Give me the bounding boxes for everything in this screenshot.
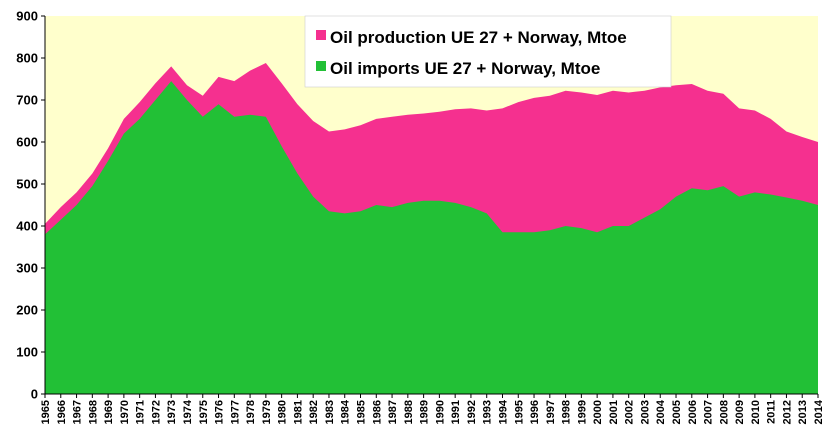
y-tick-label: 800 xyxy=(16,51,38,66)
x-tick-label: 1974 xyxy=(182,399,194,424)
legend-box xyxy=(304,15,672,88)
x-tick-label: 1966 xyxy=(56,400,68,424)
y-tick-label: 300 xyxy=(16,261,38,276)
x-tick-label: 1969 xyxy=(103,400,115,424)
y-tick-label: 900 xyxy=(16,9,38,24)
x-tick-label: 2006 xyxy=(687,400,699,424)
x-tick-label: 2004 xyxy=(655,399,667,424)
x-tick-label: 2001 xyxy=(608,400,620,424)
x-tick-label: 1984 xyxy=(340,399,352,424)
series-areas xyxy=(45,63,818,394)
area-series-imports xyxy=(45,81,818,394)
x-tick-label: 2000 xyxy=(592,400,604,424)
x-tick-label: 1985 xyxy=(356,400,368,424)
legend-label-imports: Oil imports UE 27 + Norway, Mtoe xyxy=(330,59,600,78)
x-tick-label: 1971 xyxy=(135,400,147,424)
x-tick-label: 2003 xyxy=(639,400,651,424)
x-axis-ticks: 1965 1966 1967 1968 1969 1970 1971 1972 1973 1974… xyxy=(40,394,824,424)
legend-swatch-production xyxy=(316,30,326,40)
legend-label-production: Oil production UE 27 + Norway, Mtoe xyxy=(330,28,627,47)
x-tick-label: 1991 xyxy=(450,400,462,424)
y-tick-label: 100 xyxy=(16,345,38,360)
y-tick-label: 600 xyxy=(16,135,38,150)
x-tick-label: 1989 xyxy=(419,400,431,424)
x-tick-label: 2005 xyxy=(671,400,683,424)
x-tick-label: 1973 xyxy=(166,400,178,424)
x-tick-label: 2012 xyxy=(781,400,793,424)
y-tick-label: 0 xyxy=(31,387,38,402)
y-tick-label: 200 xyxy=(16,303,38,318)
x-tick-label: 1992 xyxy=(466,400,478,424)
y-tick-label: 400 xyxy=(16,219,38,234)
x-tick-label: 1970 xyxy=(119,400,131,424)
y-axis-ticks: 0 100 200 300 400 500 600 700 800 900 xyxy=(16,9,45,402)
x-tick-label: 1967 xyxy=(72,400,84,424)
x-tick-label: 1995 xyxy=(513,400,525,424)
x-tick-label: 1975 xyxy=(198,400,210,424)
y-tick-label: 500 xyxy=(16,177,38,192)
x-tick-label: 1996 xyxy=(529,400,541,424)
x-tick-label: 1987 xyxy=(387,400,399,424)
x-tick-label: 1978 xyxy=(245,400,257,424)
x-tick-label: 1981 xyxy=(292,400,304,424)
x-tick-label: 2002 xyxy=(624,400,636,424)
legend: Oil production UE 27 + Norway, Mtoe Oil … xyxy=(304,15,672,88)
x-tick-label: 1993 xyxy=(482,400,494,424)
x-tick-label: 2008 xyxy=(718,400,730,424)
x-tick-label: 1997 xyxy=(545,400,557,424)
x-tick-label: 1983 xyxy=(324,400,336,424)
x-tick-label: 1982 xyxy=(308,400,320,424)
x-tick-label: 1977 xyxy=(229,400,241,424)
x-tick-label: 1999 xyxy=(576,400,588,424)
x-tick-label: 2011 xyxy=(766,400,778,424)
x-tick-label: 2014 xyxy=(813,399,824,424)
x-tick-label: 1972 xyxy=(150,400,162,424)
x-tick-label: 1965 xyxy=(40,400,52,424)
x-tick-label: 1980 xyxy=(277,400,289,424)
x-tick-label: 1988 xyxy=(403,400,415,424)
x-tick-label: 1990 xyxy=(434,400,446,424)
x-tick-label: 2010 xyxy=(750,400,762,424)
x-tick-label: 2009 xyxy=(734,400,746,424)
x-tick-label: 2013 xyxy=(797,400,809,424)
y-tick-label: 700 xyxy=(16,93,38,108)
x-tick-label: 1998 xyxy=(561,400,573,424)
x-tick-label: 1968 xyxy=(87,400,99,424)
x-tick-label: 2007 xyxy=(703,400,715,424)
axes xyxy=(44,16,818,395)
x-tick-label: 1986 xyxy=(371,400,383,424)
legend-swatch-imports xyxy=(316,61,326,71)
x-tick-label: 1976 xyxy=(214,400,226,424)
x-tick-label: 1979 xyxy=(261,400,273,424)
x-tick-label: 1994 xyxy=(497,399,509,424)
